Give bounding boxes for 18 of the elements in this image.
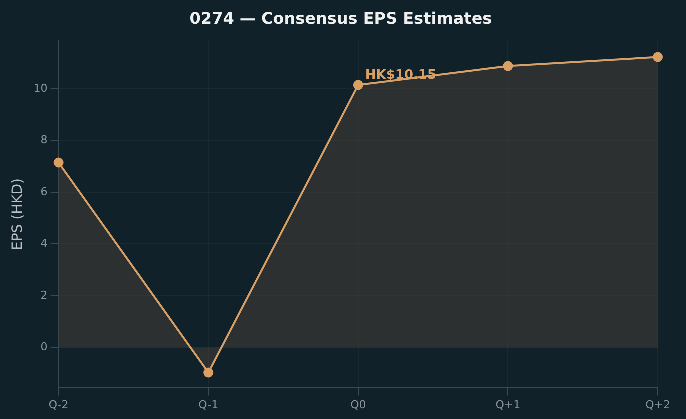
- chart-title: 0274 — Consensus EPS Estimates: [190, 8, 492, 28]
- point: [204, 368, 214, 378]
- y-tick-label: 4: [40, 237, 48, 250]
- x-tick-label: Q-2: [48, 398, 69, 412]
- x-tick-label: Q0: [350, 398, 366, 412]
- y-tick-label: 0: [40, 340, 48, 354]
- y-tick-label: 6: [40, 185, 48, 198]
- point: [653, 52, 663, 62]
- point: [503, 61, 514, 72]
- x-tick-label: Q+1: [496, 398, 521, 412]
- point: [54, 158, 64, 168]
- y-tick-label: 10: [34, 82, 48, 95]
- y-tick-label: 2: [40, 288, 48, 302]
- x-tick-label: Q+2: [646, 398, 670, 412]
- y-axis-title: EPS (HKD): [10, 178, 26, 251]
- x-tick-label: Q-1: [198, 398, 219, 412]
- y-tick-label: 8: [40, 134, 48, 147]
- point: [353, 80, 364, 90]
